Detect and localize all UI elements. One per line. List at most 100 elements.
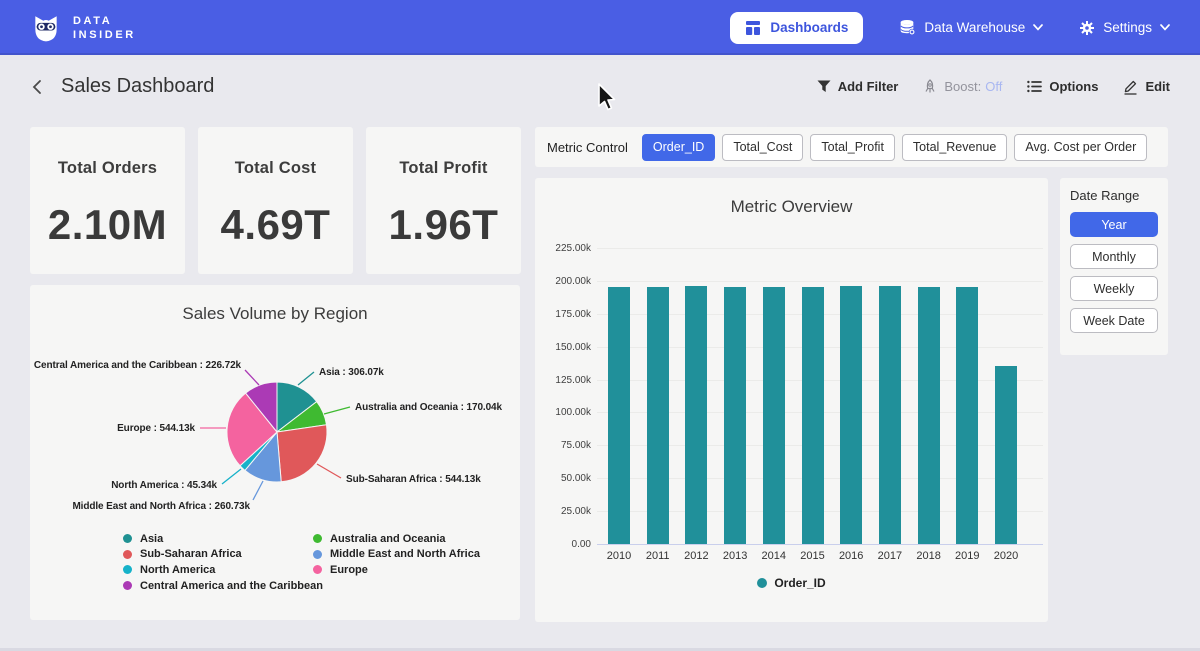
kpi-value: 1.96T — [388, 201, 499, 248]
pie-legend-column-2: Australia and Oceania Middle East and Nor… — [313, 531, 480, 578]
options-button[interactable]: Options — [1027, 79, 1098, 94]
metric-option-total-revenue[interactable]: Total_Revenue — [901, 133, 1008, 161]
pie-callout-line — [323, 406, 351, 415]
x-axis-tick: 2014 — [761, 550, 787, 562]
x-axis-tick: 2019 — [955, 550, 980, 562]
bar-2017 — [878, 286, 901, 544]
date-range-week-date[interactable]: Week Date — [1070, 308, 1158, 333]
pie-callout-line — [244, 369, 260, 386]
pie-callout-label-asia: Asia : 306.07k — [319, 367, 384, 378]
pie-legend-item-europe[interactable]: Europe — [313, 562, 480, 578]
kpi-card-total-profit: Total Profit 1.96T — [366, 127, 521, 274]
legend-dot — [123, 565, 132, 575]
pie-legend-item-north-america[interactable]: North America — [123, 562, 323, 578]
top-nav: DATA INSIDER Dashboards — [0, 0, 1200, 55]
x-axis-tick: 2018 — [916, 550, 941, 562]
legend-dot — [123, 581, 132, 591]
metric-option-total-profit[interactable]: Total_Profit — [810, 133, 895, 161]
settings-label: Settings — [1103, 20, 1152, 35]
y-axis-tick: 175.00k — [555, 308, 591, 320]
nav-menu: Dashboards Data Warehouse — [730, 11, 1170, 44]
settings-menu[interactable]: Settings — [1079, 20, 1170, 36]
pie-callout-line — [221, 468, 242, 485]
bar-2019 — [956, 286, 979, 544]
legend-label: North America — [140, 563, 216, 576]
pie-legend-item-asia[interactable]: Asia — [123, 531, 323, 547]
metric-option-order-id[interactable]: Order_ID — [641, 133, 716, 161]
legend-label: Sub-Saharan Africa — [140, 548, 242, 561]
date-range-options: Year Monthly Weekly Week Date — [1070, 212, 1158, 333]
x-axis-tick: 2017 — [877, 550, 903, 562]
bar-2015 — [801, 286, 824, 544]
kpi-label: Total Cost — [234, 159, 317, 177]
kpi-label: Total Profit — [399, 159, 488, 177]
boost-toggle[interactable]: Boost: Off — [923, 79, 1002, 94]
pie-legend-column-1: Asia Sub-Saharan Africa North America Centr… — [123, 531, 323, 593]
metric-control-bar: Metric Control Order_ID Total_Cost Total_P… — [535, 127, 1168, 167]
y-axis-tick: 150.00k — [555, 341, 591, 353]
date-range-weekly[interactable]: Weekly — [1070, 276, 1158, 301]
dashboards-label: Dashboards — [770, 20, 849, 35]
owl-logo-icon — [35, 15, 57, 41]
edit-button[interactable]: Edit — [1123, 79, 1170, 95]
pie-callout-label-australia-and-oceania: Australia and Oceania : 170.04k — [355, 402, 503, 413]
kpi-card-total-cost: Total Cost 4.69T — [198, 127, 353, 274]
back-button[interactable] — [30, 79, 44, 95]
legend-dot — [123, 549, 132, 559]
kpi-value: 4.69T — [220, 201, 331, 248]
boost-label: Boost: — [944, 79, 982, 94]
pie-slice-central-america-and-the-caribbean — [244, 381, 278, 434]
legend-dot — [313, 534, 322, 544]
date-range-panel: Date Range Year Monthly Weekly Week Date — [1060, 178, 1168, 355]
date-range-year[interactable]: Year — [1070, 212, 1158, 237]
x-axis-tick: 2020 — [993, 550, 1019, 562]
x-axis-tick: 2015 — [800, 550, 825, 562]
legend-label: Australia and Oceania — [330, 532, 446, 545]
header-toolbar: Add Filter Boost: Off Options — [817, 79, 1170, 95]
date-range-monthly[interactable]: Monthly — [1070, 244, 1158, 269]
options-label: Options — [1049, 79, 1099, 94]
pie-chart: Asia : 306.07k Australia and Oceania : 17… — [34, 360, 503, 512]
pie-callout-label-central-america-and-the-caribbean: Central America and the Caribbean : 226.… — [34, 360, 242, 371]
sales-volume-card: Sales Volume by Region Asia : 306.07k Aus… — [30, 285, 520, 620]
bar-2018 — [917, 286, 940, 544]
pie-callout-label-sub-saharan-africa: Sub-Saharan Africa : 544.13k — [346, 474, 481, 485]
bar-chart-legend[interactable]: Order_ID — [535, 576, 1048, 590]
page-title: Sales Dashboard — [61, 75, 215, 97]
dashboard-grid-icon — [746, 20, 761, 35]
pie-slice-europe — [226, 392, 278, 467]
pie-legend-item-australia-and-oceania[interactable]: Australia and Oceania — [313, 531, 480, 547]
pie-slice-sub-saharan-africa — [276, 424, 328, 483]
bar-2016 — [840, 285, 863, 544]
legend-dot — [757, 578, 768, 588]
bar-chart-plot: 0.00 25.00k 50.00k 75.00k 100.00k 125.00k 150.… — [535, 178, 1048, 622]
legend-label: Asia — [140, 532, 164, 545]
bar-2012 — [685, 285, 708, 544]
y-axis-tick: 75.00k — [560, 440, 591, 452]
brand: DATA INSIDER — [30, 12, 136, 44]
chevron-down-icon — [1033, 24, 1044, 31]
pie-legend-item-middle-east-and-north-africa[interactable]: Middle East and North Africa — [313, 547, 480, 563]
kpi-card-total-orders: Total Orders 2.10M — [30, 127, 185, 274]
legend-label: Europe — [330, 563, 368, 576]
bar-2010 — [608, 286, 630, 544]
pie-legend-item-central-america-and-the-caribbean[interactable]: Central America and the Caribbean — [123, 578, 323, 594]
pie-legend-item-sub-saharan-africa[interactable]: Sub-Saharan Africa — [123, 547, 323, 563]
data-warehouse-menu[interactable]: Data Warehouse — [899, 19, 1044, 36]
metric-overview-card: Metric Overview 0.00 25.00k 50.00k 75.00k 10… — [535, 178, 1048, 622]
brand-line2: INSIDER — [73, 28, 136, 41]
metric-option-avg-cost-per-order[interactable]: Avg. Cost per Order — [1014, 133, 1148, 161]
add-filter-button[interactable]: Add Filter — [817, 79, 898, 94]
pie-chart-title: Sales Volume by Region — [182, 304, 368, 323]
legend-label: Middle East and North Africa — [330, 548, 480, 561]
edit-pencil-icon — [1124, 80, 1137, 95]
pie-callout-label-north-america: North America : 45.34k — [111, 480, 217, 491]
legend-dot — [313, 565, 322, 575]
bar-2011 — [646, 286, 669, 544]
boost-value: Off — [985, 79, 1003, 94]
metric-option-total-cost[interactable]: Total_Cost — [722, 133, 804, 161]
chevron-down-icon — [1160, 24, 1170, 31]
metric-control-label: Metric Control — [547, 139, 628, 155]
x-axis-tick: 2011 — [645, 550, 670, 562]
dashboards-button[interactable]: Dashboards — [730, 11, 864, 44]
